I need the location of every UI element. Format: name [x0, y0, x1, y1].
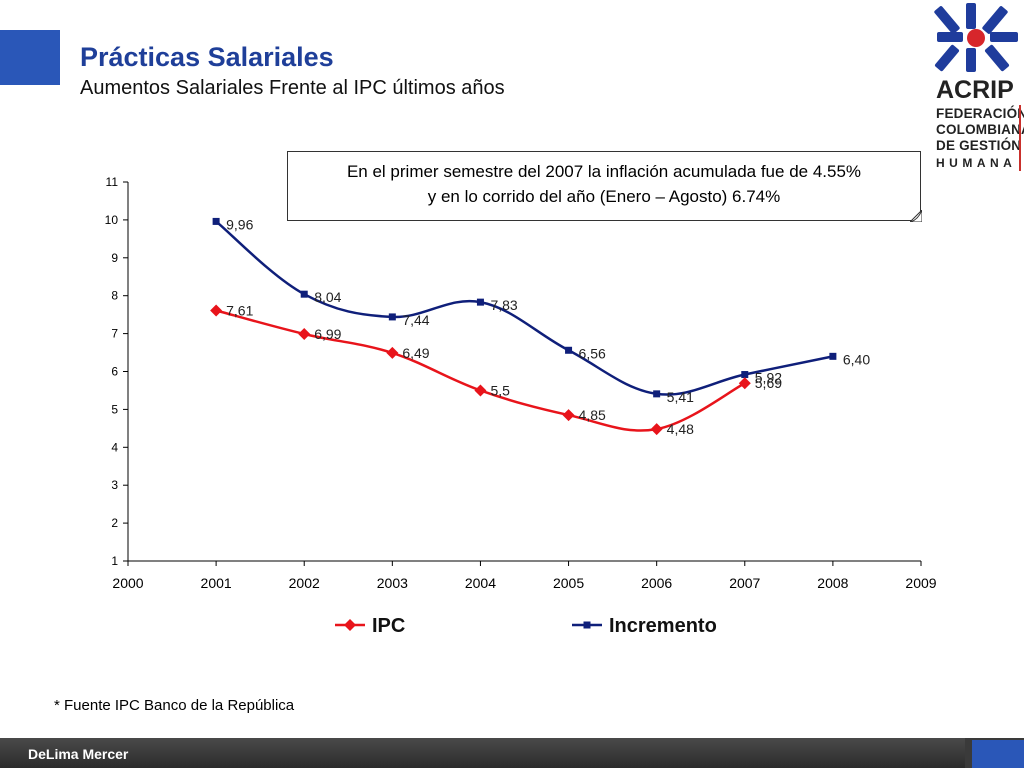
series-line-incremento	[215, 220, 834, 396]
source-note: * Fuente IPC Banco de la República	[54, 697, 295, 714]
page-title: Prácticas Salariales	[80, 42, 334, 72]
x-tick-label: 2008	[817, 575, 848, 591]
ipc-data-label: 6,99	[314, 326, 341, 342]
logo-line-4: HUMANA	[936, 156, 1017, 170]
logo-line-1: FEDERACIÓN	[936, 106, 1024, 121]
ipc-data-label: 5,69	[755, 375, 782, 391]
incremento-point	[565, 346, 573, 354]
x-tick-label: 2002	[289, 575, 320, 591]
ipc-data-label: 4,85	[579, 407, 606, 423]
incremento-data-label: 9,96	[226, 216, 253, 232]
x-tick-label: 2001	[201, 575, 232, 591]
legend-label-ipc: IPC	[372, 615, 405, 637]
ipc-point	[474, 384, 487, 397]
legend-marker-ipc	[344, 619, 356, 631]
y-tick-label: 9	[111, 251, 118, 265]
x-tick-label: 2007	[729, 575, 760, 591]
x-tick-label: 2009	[905, 575, 936, 591]
incremento-point	[476, 298, 484, 306]
y-tick-label: 2	[111, 516, 118, 530]
incremento-data-label: 7,83	[490, 297, 517, 313]
callout-line-1: En el primer semestre del 2007 la inflac…	[346, 162, 862, 181]
ipc-point	[650, 423, 663, 436]
incremento-point	[741, 371, 749, 379]
ipc-point	[562, 409, 575, 422]
incremento-data-label: 5,41	[667, 389, 694, 405]
logo-divider	[1019, 105, 1021, 171]
incremento-data-label: 6,40	[843, 351, 870, 367]
incremento-point	[212, 217, 220, 225]
y-tick-label: 6	[111, 365, 118, 379]
y-tick-label: 4	[111, 440, 118, 454]
y-tick-label: 5	[111, 402, 118, 416]
incremento-data-label: 8,04	[314, 289, 341, 305]
ipc-point	[386, 346, 399, 359]
incremento-point	[829, 352, 837, 360]
ipc-point	[738, 377, 751, 390]
ipc-data-label: 5,5	[490, 382, 510, 398]
logo-line-2: COLOMBIANA	[936, 122, 1024, 137]
incremento-data-label: 5,92	[755, 370, 782, 386]
x-tick-label: 2005	[553, 575, 584, 591]
callout-line-2: y en lo corrido del año (Enero – Agosto)…	[427, 187, 781, 206]
y-tick-label: 8	[111, 289, 118, 303]
y-tick-label: 1	[111, 554, 118, 568]
legend-label-incremento: Incremento	[609, 615, 717, 637]
ipc-data-label: 4,48	[667, 421, 694, 437]
ipc-data-label: 6,49	[402, 345, 429, 361]
incremento-point	[653, 390, 661, 398]
incremento-data-label: 7,44	[402, 312, 429, 328]
incremento-point	[300, 290, 308, 298]
ipc-point	[298, 327, 311, 340]
x-tick-label: 2000	[112, 575, 143, 591]
legend-marker-incremento	[583, 621, 591, 629]
y-tick-label: 11	[106, 175, 119, 189]
callout-page-fold-icon	[910, 210, 922, 222]
footer-brand: DeLima Mercer	[28, 746, 129, 762]
ipc-point	[210, 304, 223, 317]
y-tick-label: 7	[111, 327, 118, 341]
x-tick-label: 2003	[377, 575, 408, 591]
inflation-callout: En el primer semestre del 2007 la inflac…	[287, 151, 921, 221]
footer-shade	[0, 738, 965, 768]
header-accent-block	[0, 30, 60, 85]
y-tick-label: 3	[111, 478, 118, 492]
ipc-data-label: 7,61	[226, 302, 253, 318]
x-tick-label: 2004	[465, 575, 496, 591]
x-tick-label: 2006	[641, 575, 672, 591]
footer-accent-square	[972, 740, 1024, 768]
acrip-logo-icon	[934, 3, 1018, 72]
page-subtitle: Aumentos Salariales Frente al IPC último…	[80, 77, 505, 99]
logo-line-3: DE GESTIÓN	[936, 138, 1022, 153]
logo-wordmark: ACRIP	[936, 76, 1014, 104]
incremento-point	[388, 313, 396, 321]
y-tick-label: 10	[105, 213, 119, 227]
series-line-ipc	[215, 309, 746, 432]
incremento-data-label: 6,56	[579, 345, 606, 361]
